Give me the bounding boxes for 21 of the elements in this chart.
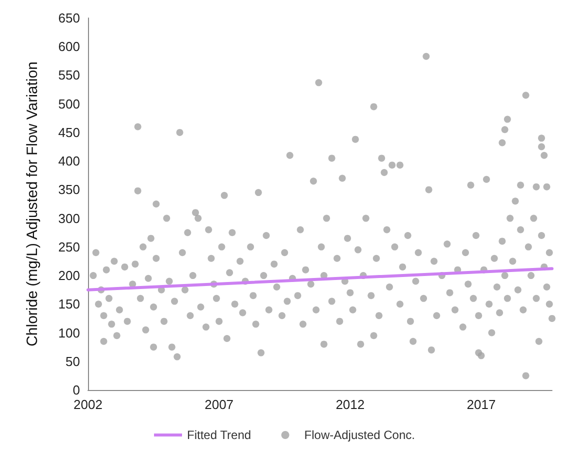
y-tick-label: 250 [58,239,80,254]
y-tick-label: 300 [58,210,80,226]
y-tick-label: 500 [58,96,80,112]
y-tick-label: 650 [58,10,80,26]
y-tick-label: 150 [58,296,80,312]
legend-label: Flow-Adjusted Conc. [304,428,415,442]
y-tick-label: 400 [58,154,80,169]
y-tick-label: 450 [58,124,80,140]
y-tick-label: 200 [58,268,80,284]
y-tick-label: 0 [72,382,80,398]
x-tick-label: 2007 [204,397,234,412]
x-tick-label: 2017 [466,397,496,412]
y-tick-label: 100 [58,325,80,340]
y-tick-label: 600 [58,39,80,54]
y-tick-label: 550 [58,68,80,83]
y-tick-label: 350 [58,182,80,198]
y-tick-label: 50 [66,354,80,369]
x-tick-label: 2012 [336,397,365,412]
y-axis-title: Chloride (mg/L) Adjusted for Flow Variation [24,62,41,346]
x-tick-label: 2002 [74,397,102,412]
legend-label: Fitted Trend [187,428,252,442]
